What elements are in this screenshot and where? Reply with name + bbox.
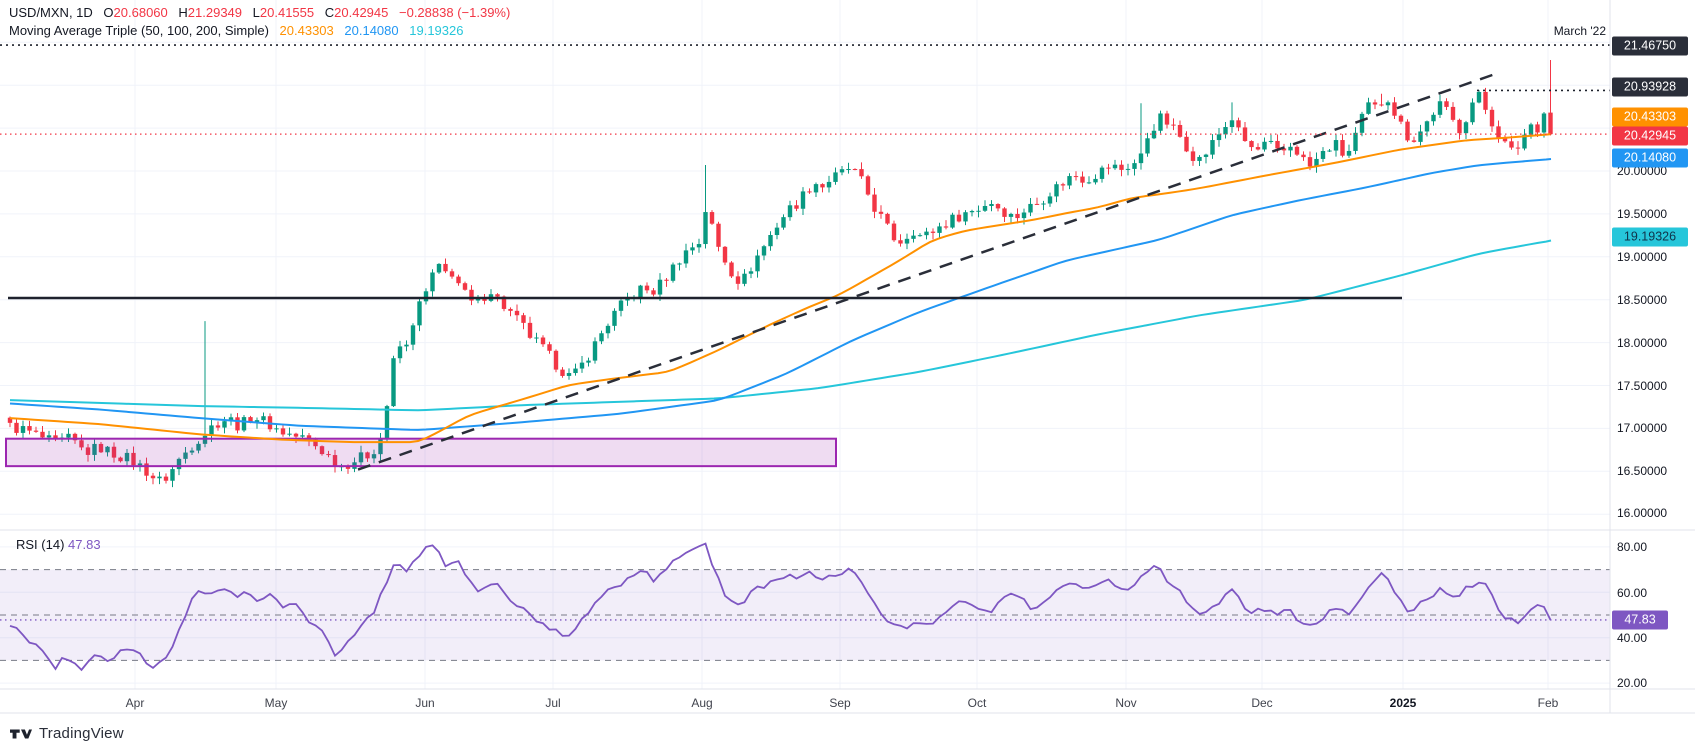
price-badge-ma100: 20.14080 [1612,148,1688,168]
ma-indicator-row[interactable]: Moving Average Triple (50, 100, 200, Sim… [9,22,510,40]
ma-line [9,133,1552,444]
price-badge-ma200: 19.19326 [1612,227,1688,247]
rsi-title[interactable]: RSI (14) [16,537,65,552]
time-axis-label: Sep [829,696,851,710]
chart-legend[interactable]: USD/MXN, 1D O20.68060 H21.29349 L20.4155… [9,4,510,40]
rsi-line [9,542,1552,672]
time-axis-label: Jul [545,696,561,710]
time-axis-label: May [264,696,288,710]
price-axis-label: 20.00 [1617,676,1648,690]
tradingview-logo-text: TradingView [39,725,124,742]
price-badge-jan-high-level: 20.93928 [1612,77,1688,97]
time-axis-label: Jun [415,696,435,710]
price-axis-label: 17.00000 [1617,421,1668,435]
ma-line [9,157,1552,431]
price-axis-label: 18.00000 [1617,336,1668,350]
supply-zone-rectangle [5,437,837,468]
price-axis-label: 19.50000 [1617,207,1668,221]
price-badge-last-price: 20.42945 [1612,126,1688,146]
ma200-value: 19.19326 [409,23,464,38]
price-axis-label: 17.50000 [1617,379,1668,393]
price-axis-label: 19.00000 [1617,250,1668,264]
price-axis-label: 80.00 [1617,540,1648,554]
high-label: H [178,5,188,20]
time-axis-label: 2025 [1389,696,1417,710]
ma100-value: 20.14080 [344,23,399,38]
march-22-annotation: March '22 [1553,24,1606,38]
price-axis-label: 60.00 [1617,586,1648,600]
tradingview-logo[interactable]: TradingView [10,725,124,742]
close-value: 20.42945 [334,5,389,20]
price-axis-label: 18.50000 [1617,293,1668,307]
open-value: 20.68060 [113,5,168,20]
symbol-ohlc-row[interactable]: USD/MXN, 1D O20.68060 H21.29349 L20.4155… [9,4,510,22]
open-label: O [103,5,114,20]
price-axis-label: 16.50000 [1617,464,1668,478]
time-axis-label: Apr [125,696,145,710]
ma50-value: 20.43303 [279,23,334,38]
low-label: L [252,5,260,20]
price-badge-march22-level: 21.46750 [1612,36,1688,56]
high-value: 21.29349 [187,5,243,20]
time-axis-label: Aug [691,696,713,710]
rsi-value: 47.83 [68,537,101,552]
rsi-badge-value: 47.83 [1612,610,1668,630]
price-axis-label: 20.00000 [1617,164,1668,178]
ma-indicator-title[interactable]: Moving Average Triple (50, 100, 200, Sim… [9,23,269,38]
price-axis-label: 40.00 [1617,631,1648,645]
ma-line [9,239,1552,412]
close-label: C [324,5,335,20]
tradingview-logo-icon [10,728,32,739]
time-axis-label: Feb [1537,696,1559,710]
time-axis-label: Dec [1251,696,1273,710]
time-axis-label: Nov [1115,696,1137,710]
candles [7,60,1553,488]
price-badge-ma50: 20.43303 [1612,107,1688,127]
price-axis-label: 16.00000 [1617,506,1668,520]
time-axis-label: Oct [967,696,987,710]
rsi-indicator-row[interactable]: RSI (14) 47.83 [16,537,101,552]
ascending-trendline [357,71,1501,471]
change-value: −0.28838 (−1.39%) [399,5,511,20]
symbol-title[interactable]: USD/MXN, 1D [9,5,93,20]
low-value: 20.41555 [259,5,315,20]
